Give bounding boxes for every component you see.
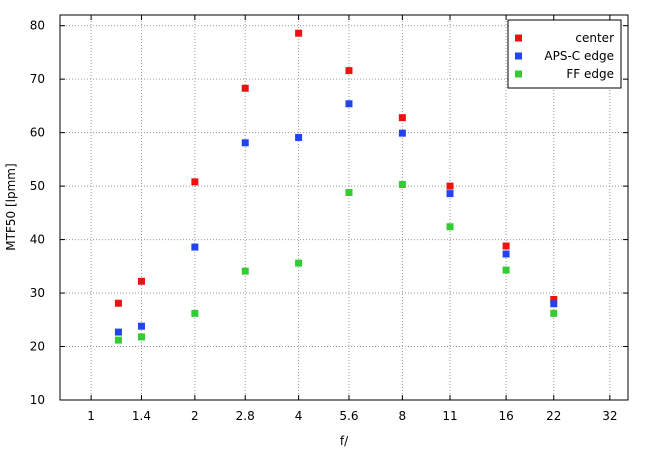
legend-label: center xyxy=(575,31,614,45)
data-point-ff-edge xyxy=(295,259,303,267)
x-tick-label: 1 xyxy=(87,409,95,423)
data-point-ff-edge xyxy=(446,223,454,231)
data-point-center xyxy=(114,299,122,307)
grid-lines xyxy=(60,15,628,400)
x-tick-label: 2 xyxy=(191,409,199,423)
x-tick-label: 32 xyxy=(602,409,617,423)
y-tick-label: 30 xyxy=(30,286,45,300)
legend-label: APS-C edge xyxy=(544,49,614,63)
x-tick-label: 8 xyxy=(399,409,407,423)
data-point-aps-c-edge xyxy=(191,243,199,251)
legend-swatch xyxy=(515,52,522,60)
y-tick-label: 80 xyxy=(30,19,45,33)
y-axis-label: MTF50 [lpmm] xyxy=(4,163,18,250)
data-point-aps-c-edge xyxy=(446,190,454,198)
data-point-ff-edge xyxy=(191,309,199,317)
y-tick-label: 70 xyxy=(30,72,45,86)
y-tick-label: 50 xyxy=(30,179,45,193)
data-point-ff-edge xyxy=(241,267,249,275)
data-point-ff-edge xyxy=(345,189,353,197)
x-tick-label: 1.4 xyxy=(132,409,151,423)
data-point-center xyxy=(550,295,558,303)
data-point-aps-c-edge xyxy=(502,250,510,258)
legend-swatch xyxy=(515,70,522,78)
legend-swatch xyxy=(515,34,522,42)
data-point-ff-edge xyxy=(398,181,406,189)
x-tick-label: 2.8 xyxy=(236,409,255,423)
data-point-ff-edge xyxy=(114,336,122,344)
data-point-aps-c-edge xyxy=(137,322,145,330)
data-point-center xyxy=(446,182,454,190)
data-point-ff-edge xyxy=(137,333,145,341)
y-tick-label: 60 xyxy=(30,126,45,140)
axis-ticks: 1 1.4 2 2.8 4 5.6 8 11 16 22 32 10 20 30 40 50 60 70 80 xyxy=(30,15,628,423)
x-tick-label: 4 xyxy=(295,409,303,423)
data-point-ff-edge xyxy=(550,309,558,317)
x-axis-label: f/ xyxy=(340,434,349,448)
data-point-center xyxy=(502,242,510,250)
y-tick-label: 10 xyxy=(30,393,45,407)
data-point-ff-edge xyxy=(502,266,510,274)
y-tick-label: 20 xyxy=(30,340,45,354)
data-point-center xyxy=(137,277,145,285)
data-point-aps-c-edge xyxy=(295,133,303,141)
y-tick-label: 40 xyxy=(30,233,45,247)
legend-label: FF edge xyxy=(566,67,614,81)
data-point-aps-c-edge xyxy=(345,100,353,108)
legend: center APS-C edge FF edge xyxy=(507,19,622,89)
data-point-center xyxy=(345,67,353,75)
data-point-aps-c-edge xyxy=(550,300,558,308)
legend-box xyxy=(507,19,622,89)
data-point-center xyxy=(295,29,303,37)
data-point-center xyxy=(191,178,199,186)
data-point-center xyxy=(241,84,249,92)
x-tick-label: 16 xyxy=(498,409,513,423)
data-points xyxy=(114,29,558,344)
data-point-aps-c-edge xyxy=(241,139,249,147)
data-point-center xyxy=(398,114,406,122)
data-point-aps-c-edge xyxy=(398,129,406,137)
data-point-aps-c-edge xyxy=(114,328,122,336)
plot-frame xyxy=(59,14,629,401)
x-tick-label: 11 xyxy=(442,409,457,423)
x-tick-label: 5.6 xyxy=(339,409,358,423)
x-tick-label: 22 xyxy=(546,409,561,423)
